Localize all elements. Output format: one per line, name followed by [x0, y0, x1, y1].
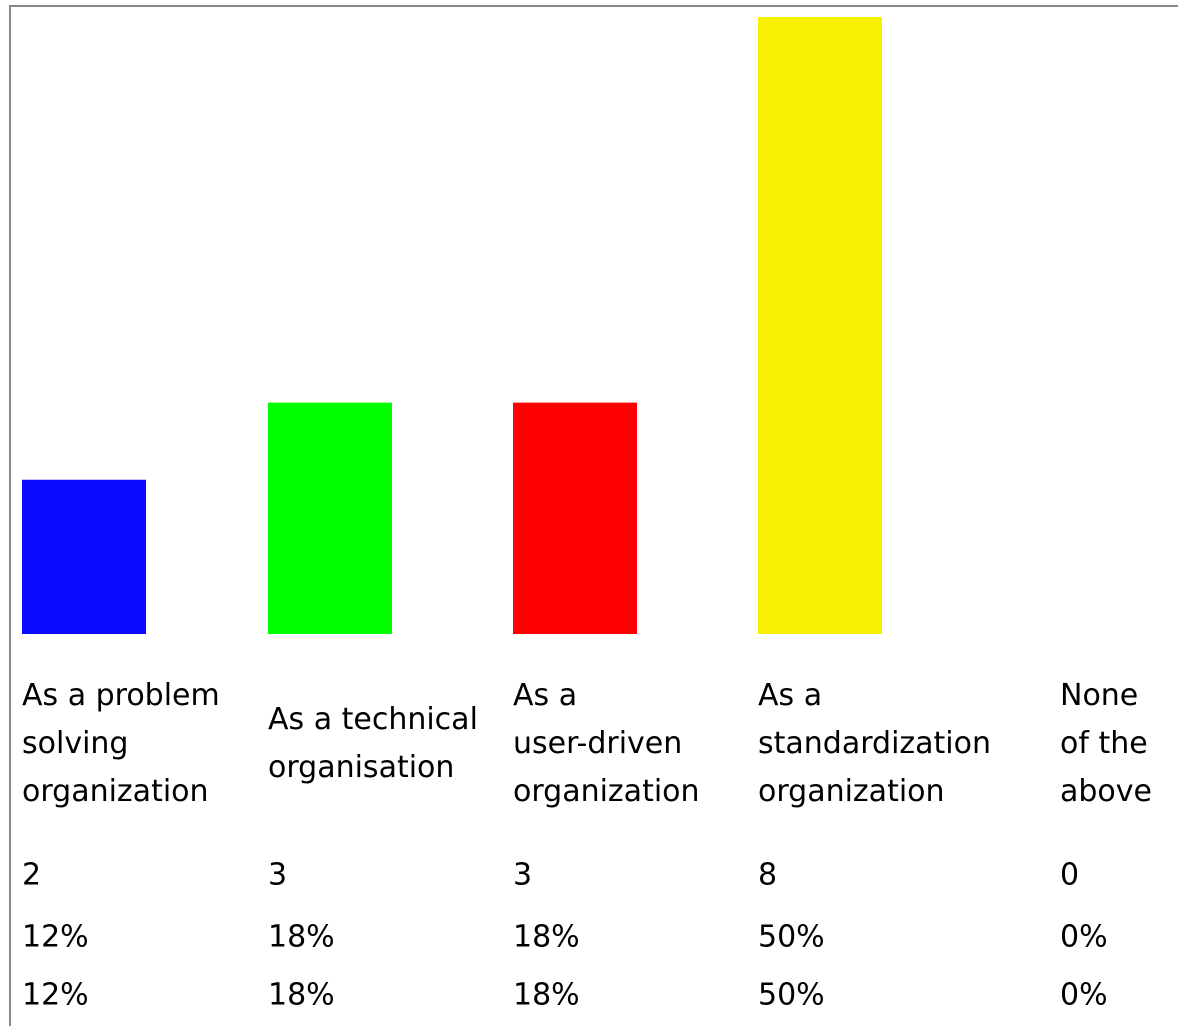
count-label: 3 [268, 858, 287, 893]
bar [268, 402, 392, 634]
bar [22, 479, 146, 634]
percent-label: 12% [22, 978, 89, 1013]
count-label: 2 [22, 858, 41, 893]
percent-label: 18% [268, 978, 335, 1013]
category-label: None of the above [1060, 678, 1152, 809]
percent-label: 0% [1060, 920, 1108, 955]
category-label: As a standardization organization [758, 678, 991, 809]
count-label: 8 [758, 858, 777, 893]
frame-border [9, 5, 1178, 1026]
percent-label: 50% [758, 920, 825, 955]
percent-label: 50% [758, 978, 825, 1013]
percent-label: 12% [22, 920, 89, 955]
bar [513, 402, 637, 634]
count-label: 3 [513, 858, 532, 893]
category-label: As a problem solving organization [22, 678, 220, 809]
percent-label: 18% [513, 978, 580, 1013]
percent-label: 18% [268, 920, 335, 955]
bar [758, 17, 882, 634]
count-label: 0 [1060, 858, 1079, 893]
percent-label: 18% [513, 920, 580, 955]
percent-label: 0% [1060, 978, 1108, 1013]
category-label: As a technical organisation [268, 702, 478, 785]
category-label: As a user-driven organization [513, 678, 700, 809]
